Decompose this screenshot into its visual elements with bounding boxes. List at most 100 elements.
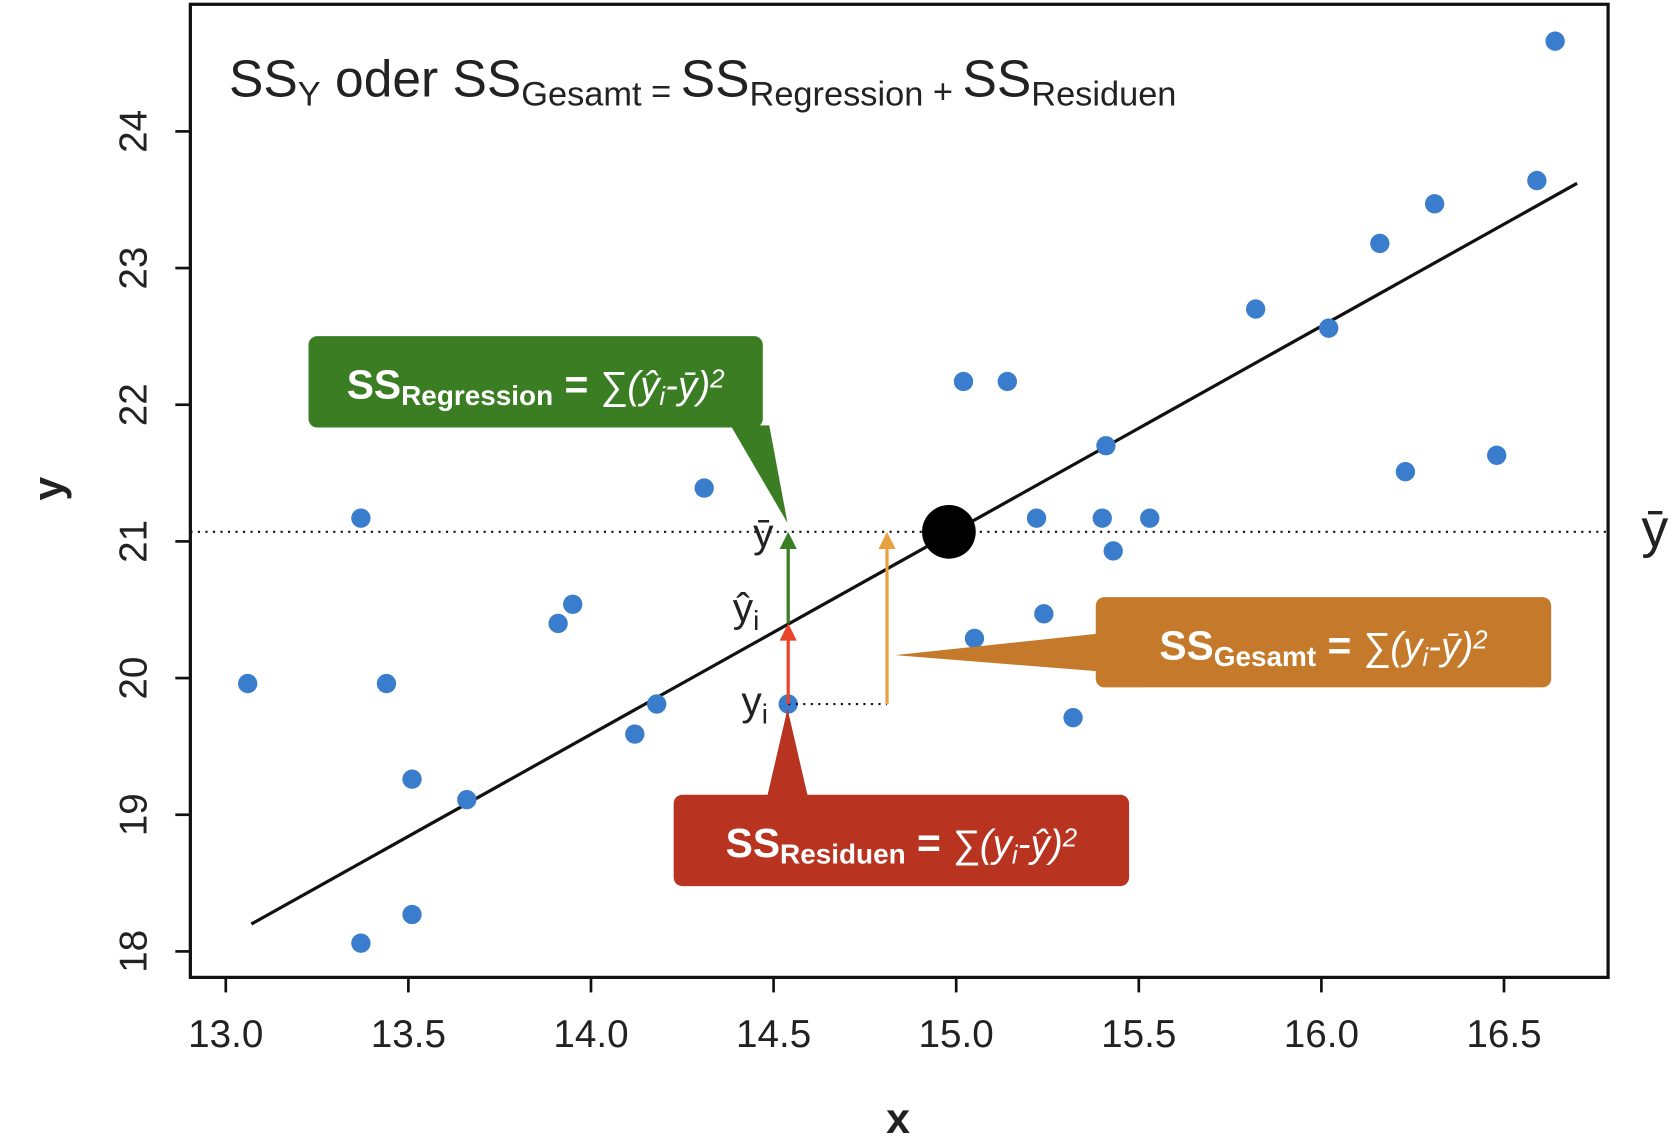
residual-arrow-head	[779, 623, 797, 641]
point	[625, 724, 645, 744]
callout-part: y	[990, 823, 1015, 866]
x-axis-label: x	[886, 1095, 910, 1143]
callout-box	[673, 794, 1130, 887]
callout-part: =	[1316, 622, 1363, 668]
ybar-label: ȳ	[753, 510, 774, 556]
y-tick-label: 22	[112, 383, 155, 426]
point	[1245, 299, 1266, 319]
callout-text: SSResiduen = ∑(yi-ŷ)2	[726, 820, 1077, 869]
point	[1092, 508, 1112, 528]
title-part: =	[642, 73, 681, 111]
x-tick-label: 15.0	[919, 1013, 994, 1056]
point	[1395, 462, 1416, 482]
x-tick-label: 16.5	[1466, 1013, 1541, 1056]
callout-text: SSGesamt = ∑(yi-ȳ)2	[1159, 622, 1487, 671]
callout-part: SS	[726, 820, 780, 866]
point	[351, 933, 371, 953]
x-tick-label: 13.0	[188, 1013, 263, 1056]
point	[1103, 541, 1123, 561]
callout-part: -	[1018, 823, 1031, 866]
title-part: Regression	[750, 75, 924, 113]
callout-part: Regression	[401, 380, 553, 411]
point	[1319, 318, 1339, 338]
yi-label: yi	[741, 678, 768, 730]
callout-part: 2	[709, 366, 724, 394]
yhat-sub: i	[753, 605, 759, 636]
y-tick-label: 23	[112, 247, 155, 290]
point	[1096, 436, 1116, 456]
title-part: +	[923, 73, 962, 111]
point	[997, 371, 1017, 392]
callout-part: ∑(	[952, 823, 997, 866]
point	[548, 613, 568, 634]
title-part: SS	[681, 50, 750, 108]
point	[1034, 604, 1054, 624]
callout-part: y	[1400, 625, 1425, 668]
callout-part: Gesamt	[1214, 641, 1316, 672]
point	[1140, 508, 1160, 528]
yi-symbol: y	[741, 678, 762, 724]
y-tick-label: 21	[112, 520, 155, 563]
callout-part: SS	[347, 361, 401, 407]
point	[457, 790, 477, 810]
callout-part: =	[906, 820, 953, 866]
callout-part: ∑(	[1363, 625, 1408, 668]
callout-pointer	[767, 708, 808, 797]
point	[1487, 445, 1507, 465]
point	[1026, 508, 1047, 528]
yhat-label: ŷi	[733, 584, 760, 636]
point	[1063, 708, 1083, 728]
callout-part: )	[693, 364, 710, 407]
title-part: SS	[229, 50, 298, 108]
regression-arrow-head	[779, 531, 797, 550]
callout-part: i	[1422, 644, 1429, 672]
x-tick-label: 14.5	[736, 1013, 811, 1056]
callout-part: )	[1456, 625, 1473, 668]
point	[402, 904, 422, 925]
callout-box	[1095, 597, 1552, 688]
title-part: SS	[962, 50, 1031, 108]
point	[1527, 170, 1547, 191]
point	[402, 769, 422, 789]
plot-frame	[188, 2, 1610, 979]
y-tick-label: 24	[112, 110, 155, 153]
title-part: oder	[321, 50, 453, 108]
y-tick-label: 18	[112, 930, 155, 973]
yhat-symbol: ŷ	[733, 584, 754, 630]
callout-part: ŷ	[637, 364, 662, 407]
point	[1370, 233, 1390, 254]
yi-sub: i	[762, 698, 768, 729]
y-tick-label: 20	[112, 657, 155, 700]
x-tick-label: 13.5	[371, 1013, 446, 1056]
point	[1424, 194, 1445, 214]
title-part: SS	[453, 50, 522, 108]
point	[1545, 31, 1565, 51]
callout-part: 2	[1062, 824, 1077, 852]
callout-part: 2	[1472, 627, 1487, 655]
title-part: Y	[298, 75, 321, 113]
point	[238, 673, 258, 694]
x-tick-label: 15.5	[1101, 1013, 1176, 1056]
point	[351, 508, 371, 528]
callout-part: -	[665, 364, 678, 407]
callout-pointer	[894, 633, 1098, 672]
callout-part: =	[553, 361, 600, 407]
total-arrow-head	[878, 531, 896, 550]
x-tick-label: 14.0	[553, 1013, 628, 1056]
callout-part: Residuen	[780, 839, 906, 870]
title-part: Gesamt	[521, 75, 642, 113]
callout-part: i	[1012, 842, 1019, 870]
x-tick-label: 16.0	[1284, 1013, 1359, 1056]
point	[647, 694, 667, 714]
callout-part: ŷ	[1028, 823, 1053, 866]
y-tick-label: 19	[112, 793, 155, 836]
chart-title: SSY oder SSGesamt = SSRegression + SSRes…	[229, 50, 1176, 114]
point	[953, 371, 974, 392]
y-axis-label: y	[25, 477, 73, 501]
callout-box	[308, 336, 763, 428]
callout-part: i	[659, 383, 666, 411]
point	[376, 673, 397, 694]
callout-pointer	[730, 425, 788, 524]
title-part: Residuen	[1031, 75, 1176, 113]
